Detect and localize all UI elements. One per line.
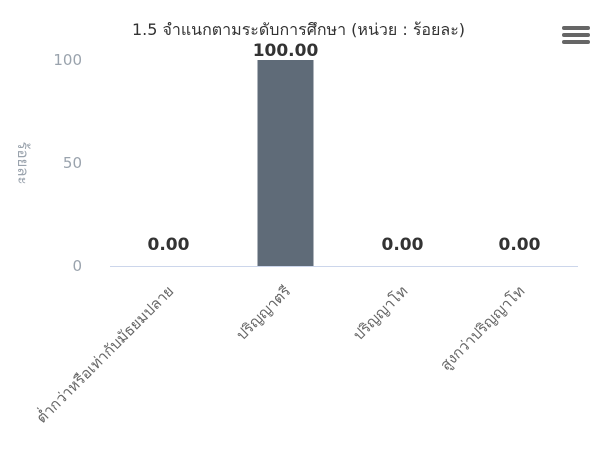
y-axis: 0 50 100	[53, 51, 578, 275]
x-tick-label: ปริญญาตรี	[233, 282, 295, 344]
bar-series	[257, 60, 314, 266]
y-axis-label: ร้อยละ	[14, 141, 32, 184]
x-tick-label: สูงกว่าปริญญาโท	[436, 282, 528, 374]
hamburger-menu-icon	[562, 26, 590, 30]
y-tick-label: 0	[72, 257, 82, 275]
x-tick-label: ต่ำกว่าหรือเท่ากับมัธยมปลาย	[31, 281, 177, 427]
x-axis: ต่ำกว่าหรือเท่ากับมัธยมปลาย ปริญญาตรี ปริญ…	[31, 281, 528, 427]
data-label: 0.00	[148, 235, 190, 255]
chart-title: 1.5 จำแนกตามระดับการศึกษา (หน่วย : ร้อยล…	[131, 20, 466, 39]
data-label: 0.00	[499, 235, 541, 255]
data-label: 100.00	[253, 41, 319, 61]
data-labels: 0.00 100.00 0.00 0.00	[148, 41, 541, 255]
bar[interactable]	[257, 60, 314, 266]
hamburger-bar	[562, 40, 590, 44]
y-tick-label: 100	[53, 51, 82, 69]
x-tick-label: ปริญญาโท	[349, 282, 411, 344]
hamburger-bar	[562, 33, 590, 37]
y-tick-label: 50	[63, 154, 82, 172]
chart-menu-button[interactable]	[558, 22, 592, 48]
data-label: 0.00	[382, 235, 424, 255]
